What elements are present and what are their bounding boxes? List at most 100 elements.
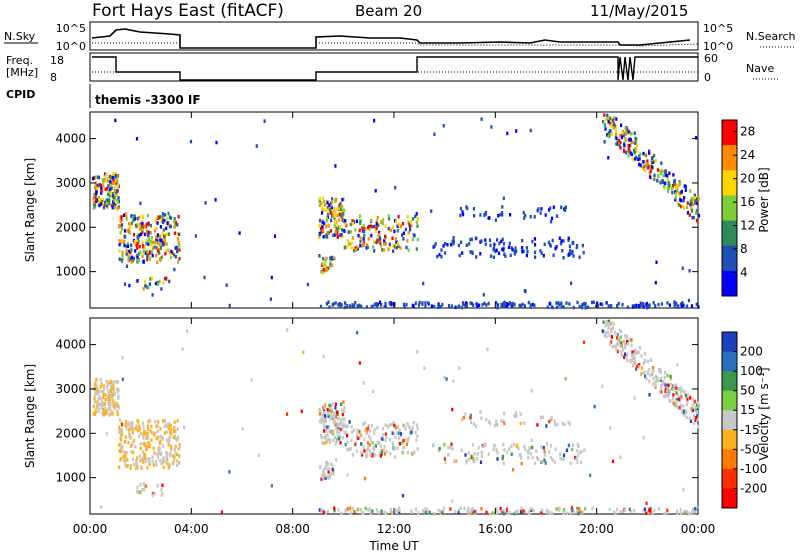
echo-cell [651, 156, 654, 160]
echo-cell [320, 433, 323, 438]
echo-cell [409, 428, 412, 432]
echo-cell [336, 213, 339, 218]
echo-cell [642, 361, 645, 366]
echo-cell [380, 448, 383, 453]
echo-cell [318, 508, 321, 512]
echo-cell [327, 470, 330, 474]
echo-cell [173, 420, 176, 424]
echo-cell [437, 448, 440, 453]
echo-cell [527, 456, 530, 460]
echo-cell [129, 257, 132, 262]
echo-cell [623, 355, 626, 360]
echo-cell [333, 233, 336, 237]
echo-cell [631, 157, 634, 162]
echo-cell [359, 508, 363, 512]
echo-cell [146, 257, 149, 262]
echo-cell [696, 401, 699, 405]
echo-cell [678, 397, 681, 401]
echo-cell [645, 165, 649, 169]
echo-cell [626, 358, 629, 363]
echo-cell [373, 431, 376, 436]
echo-cell [633, 148, 636, 153]
echo-cell [560, 301, 563, 305]
echo-cell [534, 255, 537, 259]
echo-cell [147, 237, 150, 242]
power-data [91, 113, 701, 310]
echo-cell [608, 333, 611, 338]
echo-cell [648, 151, 651, 155]
echo-cell [395, 246, 398, 250]
echo-cell [387, 247, 390, 251]
echo-cell [286, 328, 289, 332]
echo-cell [103, 172, 107, 176]
echo-cell [118, 465, 121, 470]
echo-cell [638, 162, 641, 167]
echo-cell [380, 436, 383, 440]
echo-cell [334, 415, 337, 419]
echo-cell [615, 343, 618, 347]
echo-cell [134, 445, 137, 449]
echo-cell [678, 181, 682, 186]
nsearch-tick-top: 10^5 [703, 22, 733, 35]
echo-cell [120, 215, 123, 219]
echo-cell [669, 374, 672, 379]
echo-cell [638, 154, 641, 158]
echo-cell [480, 117, 483, 121]
echo-cell [159, 238, 162, 243]
echo-cell [337, 302, 340, 307]
echo-cell [102, 387, 106, 391]
echo-cell [164, 213, 167, 217]
echo-cell [120, 449, 123, 454]
echo-cell [452, 379, 455, 383]
echo-cell [161, 241, 164, 245]
echo-cell [686, 397, 689, 401]
echo-cell [358, 303, 361, 308]
echo-cell [465, 303, 468, 308]
echo-cell [325, 268, 329, 272]
echo-cell [403, 305, 406, 309]
echo-cell [169, 444, 172, 449]
echo-cell [102, 395, 105, 400]
echo-cell [270, 484, 273, 488]
echo-cell [348, 447, 351, 451]
echo-cell [645, 305, 649, 310]
echo-cell [560, 241, 563, 246]
echo-cell [124, 463, 127, 467]
echo-cell [421, 509, 425, 513]
echo-cell [411, 237, 414, 241]
echo-cell [459, 213, 462, 218]
echo-cell [630, 140, 633, 145]
power-ylabel: Slant Range [km] [23, 158, 37, 262]
echo-cell [527, 510, 530, 514]
echo-cell [618, 144, 621, 148]
echo-cell [395, 508, 398, 512]
echo-cell [656, 168, 659, 172]
echo-cell [337, 425, 340, 430]
echo-cell [102, 184, 105, 189]
echo-cell [604, 330, 607, 335]
echo-cell [145, 285, 148, 289]
echo-cell [451, 407, 454, 412]
echo-cell [375, 508, 378, 512]
echo-cell [334, 229, 337, 234]
echo-cell [454, 509, 457, 514]
echo-cell [155, 235, 158, 239]
colorbar-tick-label: 16 [740, 195, 755, 209]
echo-cell [560, 205, 563, 210]
echo-cell [684, 395, 687, 400]
echo-cell [495, 423, 498, 427]
echo-cell [137, 252, 140, 256]
echo-cell [642, 371, 645, 375]
echo-cell [616, 349, 619, 354]
echo-cell [158, 234, 161, 239]
echo-cell [496, 303, 499, 307]
echo-cell [443, 457, 446, 461]
echo-cell [649, 358, 653, 362]
echo-cell [358, 214, 361, 218]
echo-cell [547, 240, 550, 245]
echo-cell [454, 305, 457, 310]
echo-cell [450, 304, 453, 308]
echo-cell [609, 131, 612, 136]
echo-cell [368, 449, 371, 453]
echo-cell [146, 445, 149, 449]
